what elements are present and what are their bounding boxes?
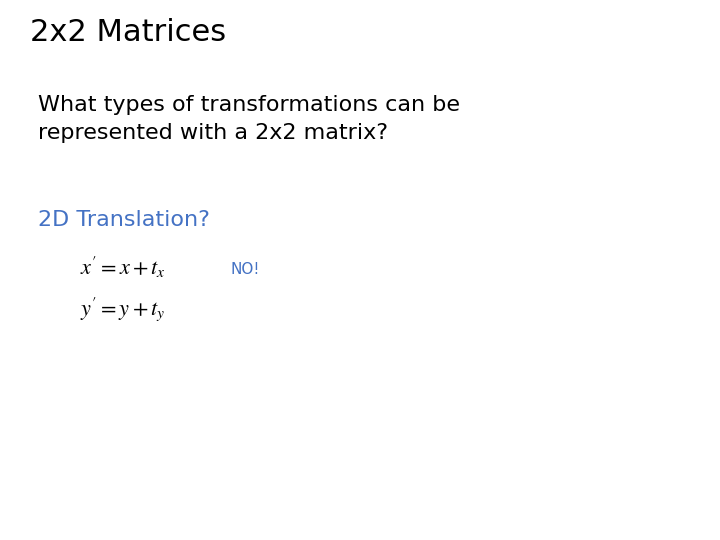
- Text: $x'= x + t_x$: $x'= x + t_x$: [80, 255, 166, 280]
- Text: NO!: NO!: [230, 262, 259, 277]
- Text: 2x2 Matrices: 2x2 Matrices: [30, 18, 226, 47]
- Text: $y'= y + t_y$: $y'= y + t_y$: [80, 295, 166, 323]
- Text: 2D Translation?: 2D Translation?: [38, 210, 210, 230]
- Text: What types of transformations can be
represented with a 2x2 matrix?: What types of transformations can be rep…: [38, 95, 460, 143]
